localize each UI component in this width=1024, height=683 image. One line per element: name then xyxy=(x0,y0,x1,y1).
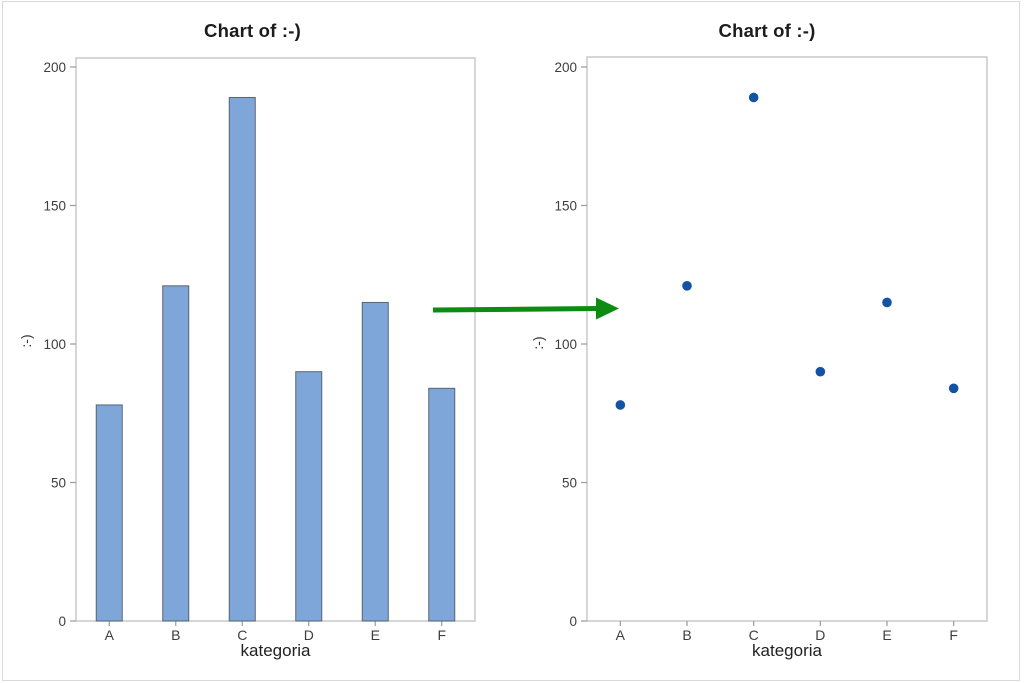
y-tick-label: 100 xyxy=(554,337,577,352)
y-tick-label: 50 xyxy=(51,475,66,490)
plot-border xyxy=(75,57,476,622)
y-tick-label: 0 xyxy=(58,614,66,629)
x-tick-label: F xyxy=(949,627,958,643)
x-tick-label: A xyxy=(616,627,626,643)
x-tick-label: D xyxy=(815,627,825,643)
x-tick-label: B xyxy=(682,627,691,643)
bar-chart-title: Chart of :-) xyxy=(204,20,301,41)
bar xyxy=(428,387,456,622)
data-point xyxy=(948,383,959,394)
arrow-shaft xyxy=(432,306,600,313)
scatter-chart-x-axis-label: kategoria xyxy=(752,641,822,660)
arrow-annotation xyxy=(432,297,619,320)
plot-border xyxy=(586,56,988,622)
y-tick-label: 0 xyxy=(569,614,577,629)
x-tick-label: C xyxy=(237,627,247,643)
data-point xyxy=(682,281,692,291)
x-tick-label: F xyxy=(437,627,446,643)
x-tick-label: C xyxy=(749,627,759,643)
x-tick-label: B xyxy=(171,627,180,643)
y-tick-label: 100 xyxy=(43,337,66,352)
y-tick-label: 150 xyxy=(554,198,577,213)
x-tick-label: E xyxy=(371,627,380,643)
arrow-head xyxy=(596,297,619,320)
data-point xyxy=(615,400,626,410)
y-tick-label: 50 xyxy=(562,475,577,490)
y-tick-label: 200 xyxy=(554,60,577,75)
x-tick-label: A xyxy=(105,627,115,643)
y-tick-label: 150 xyxy=(43,198,66,213)
y-tick-label: 200 xyxy=(43,60,66,75)
bar xyxy=(95,404,123,622)
scatter-chart-title: Chart of :-) xyxy=(718,20,816,41)
bar xyxy=(162,285,190,622)
x-tick-label: D xyxy=(304,627,314,643)
bar xyxy=(295,371,323,622)
data-point xyxy=(882,297,892,308)
x-tick-label: E xyxy=(882,627,891,643)
bar-chart-x-axis-label: kategoria xyxy=(240,641,311,660)
data-point xyxy=(815,366,826,377)
data-point xyxy=(748,92,759,103)
bar xyxy=(361,301,389,622)
bar xyxy=(228,96,256,622)
